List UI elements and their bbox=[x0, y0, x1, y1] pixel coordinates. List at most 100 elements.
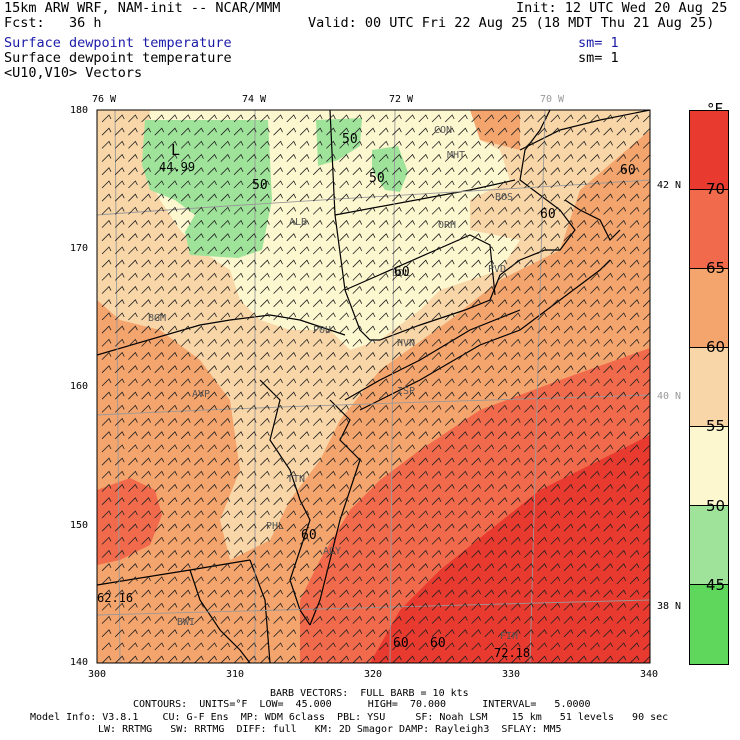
wind-barb bbox=[444, 153, 455, 162]
wind-barb bbox=[233, 219, 244, 228]
wind-barb bbox=[114, 272, 125, 281]
wind-barb bbox=[180, 180, 191, 189]
wind-barb bbox=[471, 483, 481, 492]
wind-barb bbox=[154, 602, 165, 611]
wind-barb bbox=[141, 140, 151, 149]
wind-barb bbox=[207, 602, 217, 611]
wind-barb bbox=[141, 272, 151, 281]
wind-barb bbox=[392, 246, 402, 255]
wind-barb bbox=[273, 233, 283, 242]
wind-barb bbox=[458, 219, 468, 228]
wind-barb bbox=[616, 153, 627, 162]
wind-barb bbox=[101, 193, 112, 202]
wind-barb bbox=[603, 655, 613, 663]
wind-barb bbox=[194, 365, 204, 374]
wind-barb bbox=[484, 325, 495, 334]
wind-barb bbox=[114, 483, 125, 492]
wind-barb bbox=[114, 259, 125, 268]
wind-barb bbox=[312, 272, 323, 281]
wind-barb bbox=[180, 259, 191, 268]
wind-barb bbox=[352, 338, 363, 347]
wind-barb bbox=[352, 615, 363, 624]
wind-barb bbox=[312, 457, 323, 466]
wind-barb bbox=[590, 193, 600, 202]
wind-barb bbox=[563, 391, 574, 400]
wind-barb bbox=[616, 233, 627, 242]
wind-barb bbox=[590, 233, 600, 242]
wind-barb bbox=[167, 576, 178, 585]
wind-barb bbox=[550, 153, 561, 162]
wind-barb bbox=[194, 153, 204, 162]
wind-barb bbox=[128, 457, 138, 466]
wind-barb bbox=[246, 497, 257, 506]
wind-barb bbox=[444, 523, 455, 532]
wind-barb bbox=[550, 576, 561, 585]
wind-barb bbox=[260, 655, 270, 663]
wind-barb bbox=[180, 365, 191, 374]
wind-barb bbox=[167, 219, 178, 228]
wind-barb bbox=[563, 576, 574, 585]
wind-barb bbox=[180, 246, 191, 255]
wind-barb bbox=[510, 365, 521, 374]
wind-barb bbox=[405, 325, 415, 334]
wind-barb bbox=[563, 483, 574, 492]
wind-barb bbox=[471, 629, 481, 638]
field1-smoothing: sm= 1 bbox=[578, 35, 619, 51]
wind-barb bbox=[590, 153, 600, 162]
wind-barb bbox=[154, 470, 165, 479]
wind-barb bbox=[233, 457, 244, 466]
wind-barb bbox=[207, 378, 217, 387]
wind-barb bbox=[207, 233, 217, 242]
wind-barb bbox=[194, 589, 204, 598]
wind-barb bbox=[616, 193, 627, 202]
wind-barb bbox=[576, 417, 587, 426]
contour-info: CONTOURS: UNITS=°F LOW= 45.000 HIGH= 70.… bbox=[133, 699, 591, 710]
wind-barb bbox=[392, 285, 402, 294]
wind-barb bbox=[167, 193, 178, 202]
wind-barb bbox=[154, 536, 165, 545]
wind-barb bbox=[286, 193, 297, 202]
wind-barb bbox=[405, 312, 415, 321]
wind-barb bbox=[603, 523, 613, 532]
wind-barb bbox=[220, 351, 231, 360]
wind-barb bbox=[603, 299, 613, 308]
wind-barb bbox=[444, 351, 455, 360]
wind-barb bbox=[114, 497, 125, 506]
wind-barb bbox=[299, 629, 310, 638]
wind-barb bbox=[497, 325, 508, 334]
wind-barb bbox=[418, 325, 429, 334]
wind-barb bbox=[550, 299, 561, 308]
wind-barb bbox=[590, 272, 600, 281]
wind-barb bbox=[260, 404, 270, 413]
wind-barb bbox=[352, 365, 363, 374]
wind-barb bbox=[260, 338, 270, 347]
wind-barb bbox=[471, 431, 481, 440]
wind-barb bbox=[550, 272, 561, 281]
wind-barb bbox=[207, 444, 217, 453]
wind-barb bbox=[194, 206, 204, 215]
station-label: ALB bbox=[289, 217, 308, 228]
station-label: POU bbox=[313, 325, 332, 336]
wind-barb bbox=[616, 272, 627, 281]
wind-barb bbox=[471, 457, 481, 466]
wind-barb bbox=[299, 470, 310, 479]
wind-barb bbox=[207, 431, 217, 440]
wind-barb bbox=[167, 615, 178, 624]
wind-barb bbox=[405, 140, 415, 149]
wind-barb bbox=[167, 140, 178, 149]
wind-barb bbox=[629, 114, 640, 123]
wind-barb bbox=[405, 259, 415, 268]
wind-barb bbox=[392, 642, 402, 651]
wind-barb bbox=[497, 180, 508, 189]
wind-barb bbox=[392, 563, 402, 572]
wind-barb bbox=[537, 206, 547, 215]
model-title: 15km ARW WRF, NAM-init -- NCAR/MMM bbox=[4, 0, 281, 16]
wind-barb bbox=[114, 180, 125, 189]
wind-barb bbox=[180, 285, 191, 294]
wind-barb bbox=[180, 536, 191, 545]
wind-barb bbox=[312, 180, 323, 189]
wind-barb bbox=[458, 549, 468, 558]
wind-barb bbox=[563, 167, 574, 176]
wind-barb bbox=[484, 523, 495, 532]
wind-barb bbox=[431, 602, 442, 611]
